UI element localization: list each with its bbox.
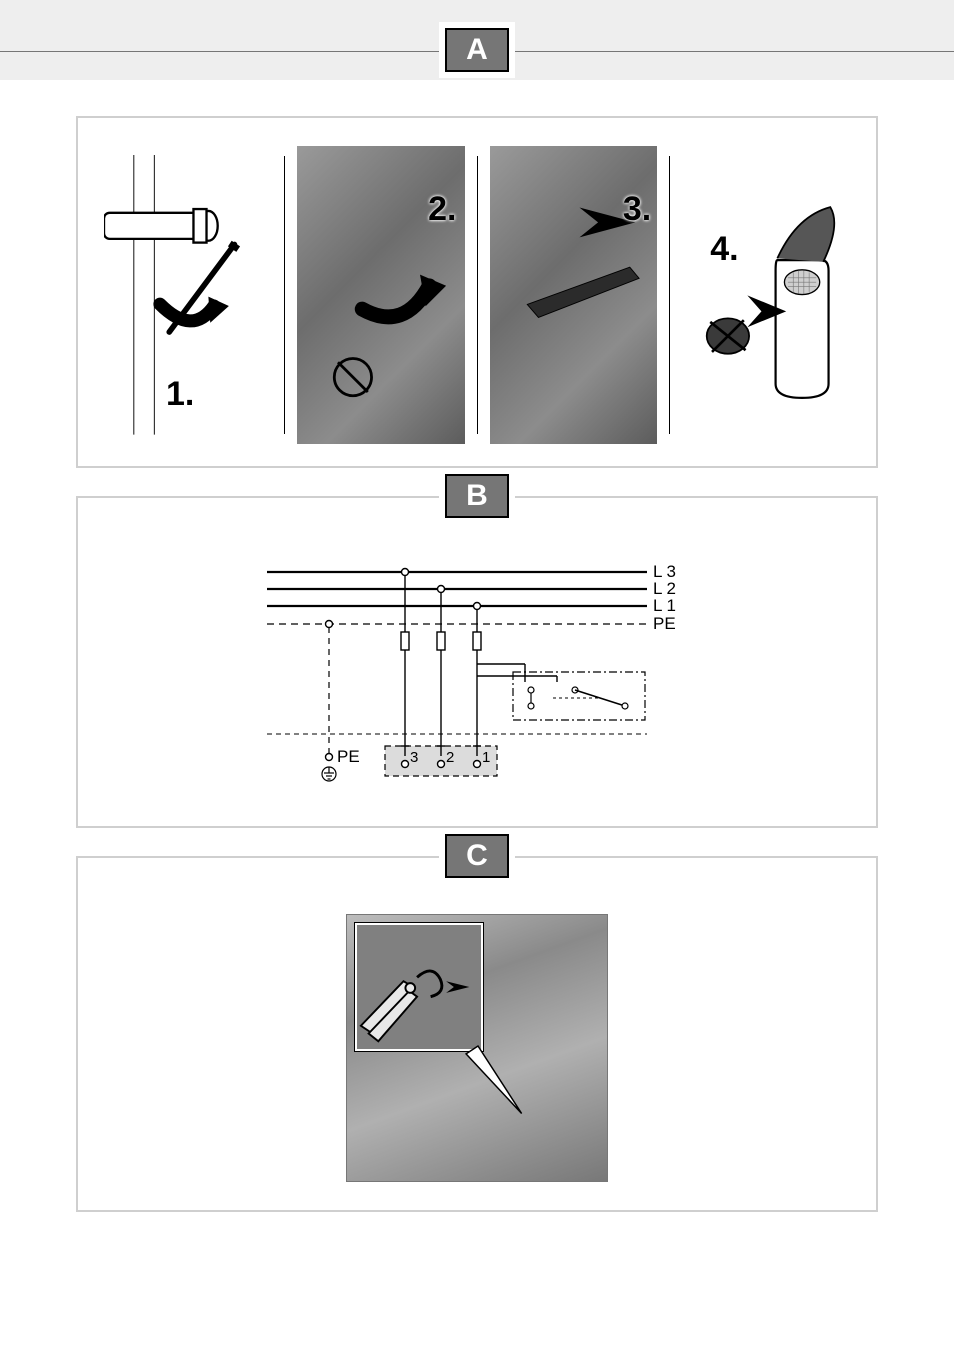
section-c-panel: C — [76, 856, 878, 1212]
terminal-3: 3 — [410, 749, 418, 766]
terminal-1: 1 — [482, 749, 490, 766]
terminal-2: 2 — [446, 749, 454, 766]
page-content: 1. 2. — [0, 80, 954, 1212]
step3-arrow — [490, 146, 658, 426]
step-number-4: 4. — [710, 230, 738, 269]
section-a-step-4: 4. — [682, 146, 850, 444]
section-b-panel: B L 3 L 2 L 1 PE — [76, 496, 878, 828]
step-number-3: 3. — [623, 190, 651, 229]
section-c-photo — [346, 914, 608, 1182]
phase-label-l1: L 1 — [653, 596, 676, 615]
step-number-2: 2. — [428, 190, 456, 229]
separator — [284, 156, 285, 434]
wiring-diagram: L 3 L 2 L 1 PE PE — [257, 556, 697, 806]
step2-arrow — [297, 146, 465, 426]
section-a-step-2: 2. — [297, 146, 465, 444]
page-header-band: A — [0, 0, 954, 80]
section-a-step-3: 3. — [490, 146, 658, 444]
separator — [669, 156, 670, 434]
callout-pointer — [347, 915, 607, 1181]
step-number-1: 1. — [166, 375, 194, 414]
section-label-c: C — [445, 834, 509, 878]
section-a-step-1: 1. — [104, 146, 272, 444]
section-a-panel: 1. 2. — [76, 116, 878, 468]
pe-terminal-label: PE — [337, 747, 360, 766]
section-label-b: B — [445, 474, 509, 518]
step4-drawing — [682, 163, 850, 428]
pe-line-label: PE — [653, 614, 676, 633]
separator — [477, 156, 478, 434]
section-label-a: A — [445, 28, 509, 72]
